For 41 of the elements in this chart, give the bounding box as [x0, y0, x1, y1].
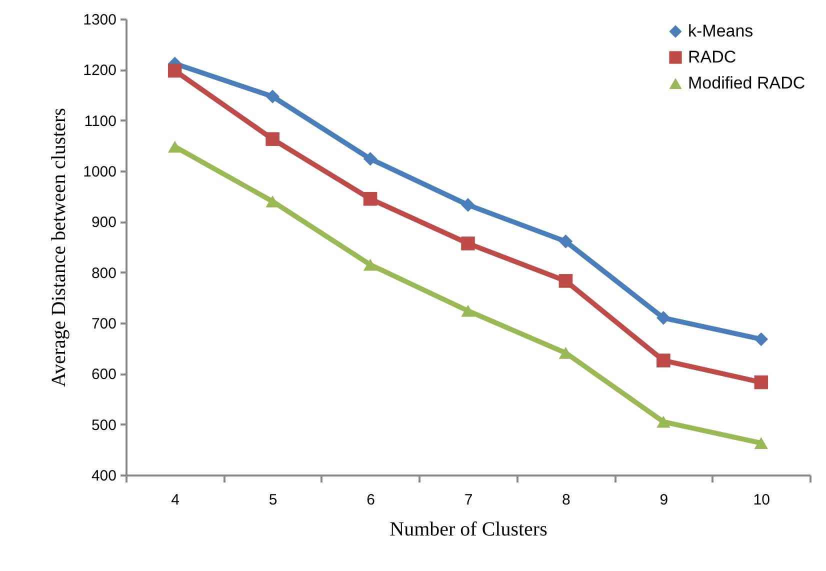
legend-label: RADC: [688, 48, 736, 66]
point: [461, 236, 475, 250]
point: [754, 332, 768, 346]
x-tick-label: 7: [464, 492, 473, 508]
x-axis-title: Number of Clusters: [390, 518, 548, 540]
y-tick-label: 800: [91, 264, 116, 282]
point: [754, 437, 768, 450]
y-tick-label: 1100: [84, 112, 116, 130]
point: [656, 311, 670, 325]
point: [461, 198, 475, 212]
x-tick-label: 9: [660, 492, 668, 508]
point: [266, 90, 280, 104]
y-tick-label: 500: [91, 416, 116, 434]
point: [656, 416, 670, 428]
point: [754, 375, 768, 390]
point: [266, 132, 280, 146]
x-tick-label: 6: [366, 492, 375, 508]
y-tick-label: 400: [91, 468, 116, 484]
point: [461, 304, 475, 317]
y-tick-label: 700: [91, 316, 116, 332]
x-tick-label: 5: [268, 492, 278, 508]
point: [266, 195, 280, 208]
point: [656, 354, 670, 368]
x-tick-label: 4: [171, 492, 180, 508]
point: [558, 274, 573, 288]
y-axis-title: Average Distance between clusters: [48, 108, 70, 387]
point: [363, 152, 378, 166]
y-tick-label: 1300: [83, 12, 116, 28]
y-tick-label: 1200: [83, 62, 116, 80]
y-tick-label: 600: [91, 366, 116, 384]
point: [168, 140, 182, 153]
point: [363, 258, 378, 271]
legend-label: Modified RADC: [688, 74, 806, 92]
y-tick-label: 1000: [83, 164, 116, 180]
x-tick-label: 10: [753, 492, 770, 508]
legend-label: k-Means: [688, 22, 754, 40]
point: [363, 192, 378, 206]
point: [168, 64, 182, 78]
point: [558, 234, 573, 248]
x-tick-label: 8: [562, 492, 570, 508]
y-tick-label: 900: [91, 214, 116, 232]
